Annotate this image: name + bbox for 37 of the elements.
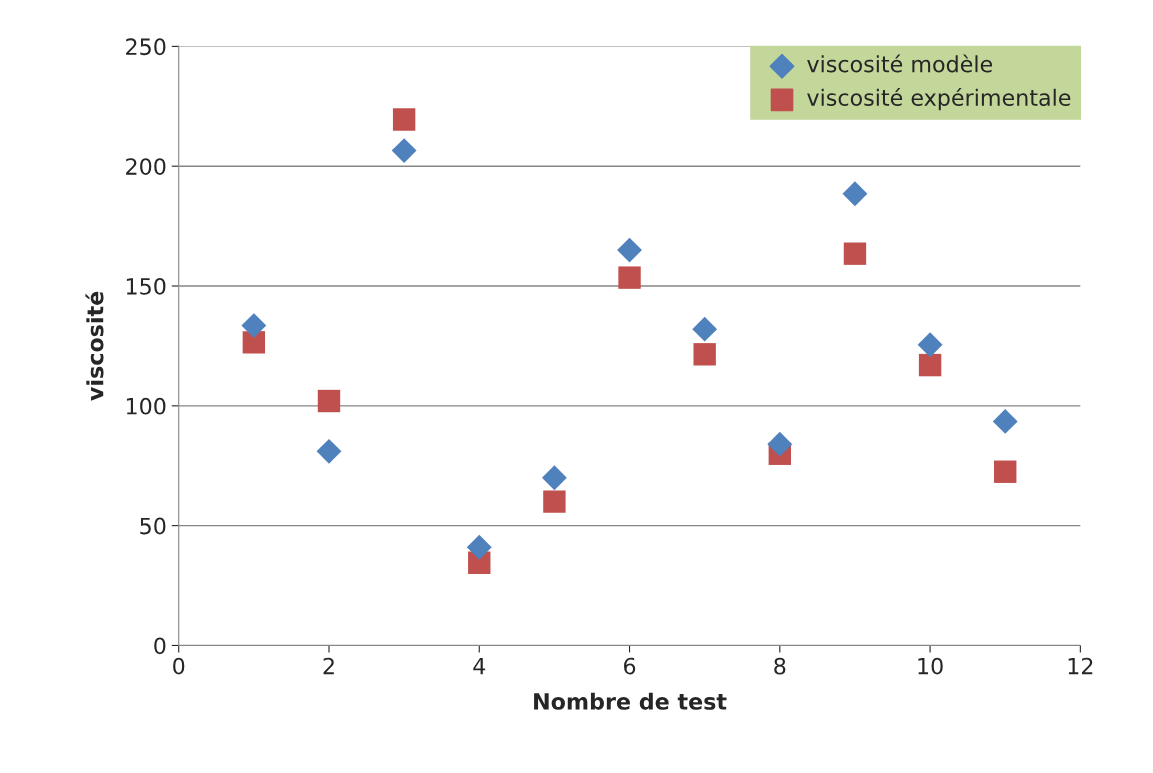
point bbox=[543, 490, 566, 513]
point bbox=[316, 438, 342, 464]
y-tick-label: 250 bbox=[126, 38, 166, 56]
point bbox=[392, 108, 416, 131]
y-tick-label: 100 bbox=[126, 397, 166, 415]
point bbox=[391, 138, 417, 164]
x-tick-label: 10 bbox=[918, 657, 943, 675]
legend-label: viscosité expérimentale bbox=[807, 87, 1071, 111]
point bbox=[918, 353, 942, 377]
x-tick-label: 6 bbox=[624, 657, 636, 675]
x-tick-label: 0 bbox=[173, 657, 185, 675]
point bbox=[466, 534, 492, 560]
x-tick-label: 8 bbox=[774, 657, 786, 675]
y-tick-label: 200 bbox=[126, 158, 166, 175]
point bbox=[541, 465, 567, 491]
x-tick-label: 12 bbox=[1068, 657, 1093, 675]
point bbox=[241, 313, 267, 338]
point bbox=[767, 431, 793, 457]
x-tick-label: 2 bbox=[323, 657, 334, 675]
y-tick-label: 150 bbox=[126, 277, 166, 295]
point bbox=[618, 266, 641, 289]
point bbox=[317, 389, 341, 413]
y-axis-title: viscosité bbox=[85, 291, 104, 401]
x-axis-title: Nombre de test bbox=[534, 692, 727, 710]
legend-label: viscosité modèle bbox=[807, 54, 993, 73]
point bbox=[692, 316, 718, 342]
point bbox=[992, 408, 1018, 434]
point bbox=[242, 331, 266, 354]
x-tick-label: 4 bbox=[473, 657, 486, 675]
point bbox=[617, 237, 642, 263]
point bbox=[842, 181, 868, 207]
y-tick-label: 0 bbox=[154, 637, 166, 655]
point bbox=[994, 460, 1017, 483]
point bbox=[917, 332, 943, 358]
point bbox=[693, 343, 716, 366]
point bbox=[843, 242, 867, 265]
y-tick-label: 50 bbox=[140, 517, 166, 535]
